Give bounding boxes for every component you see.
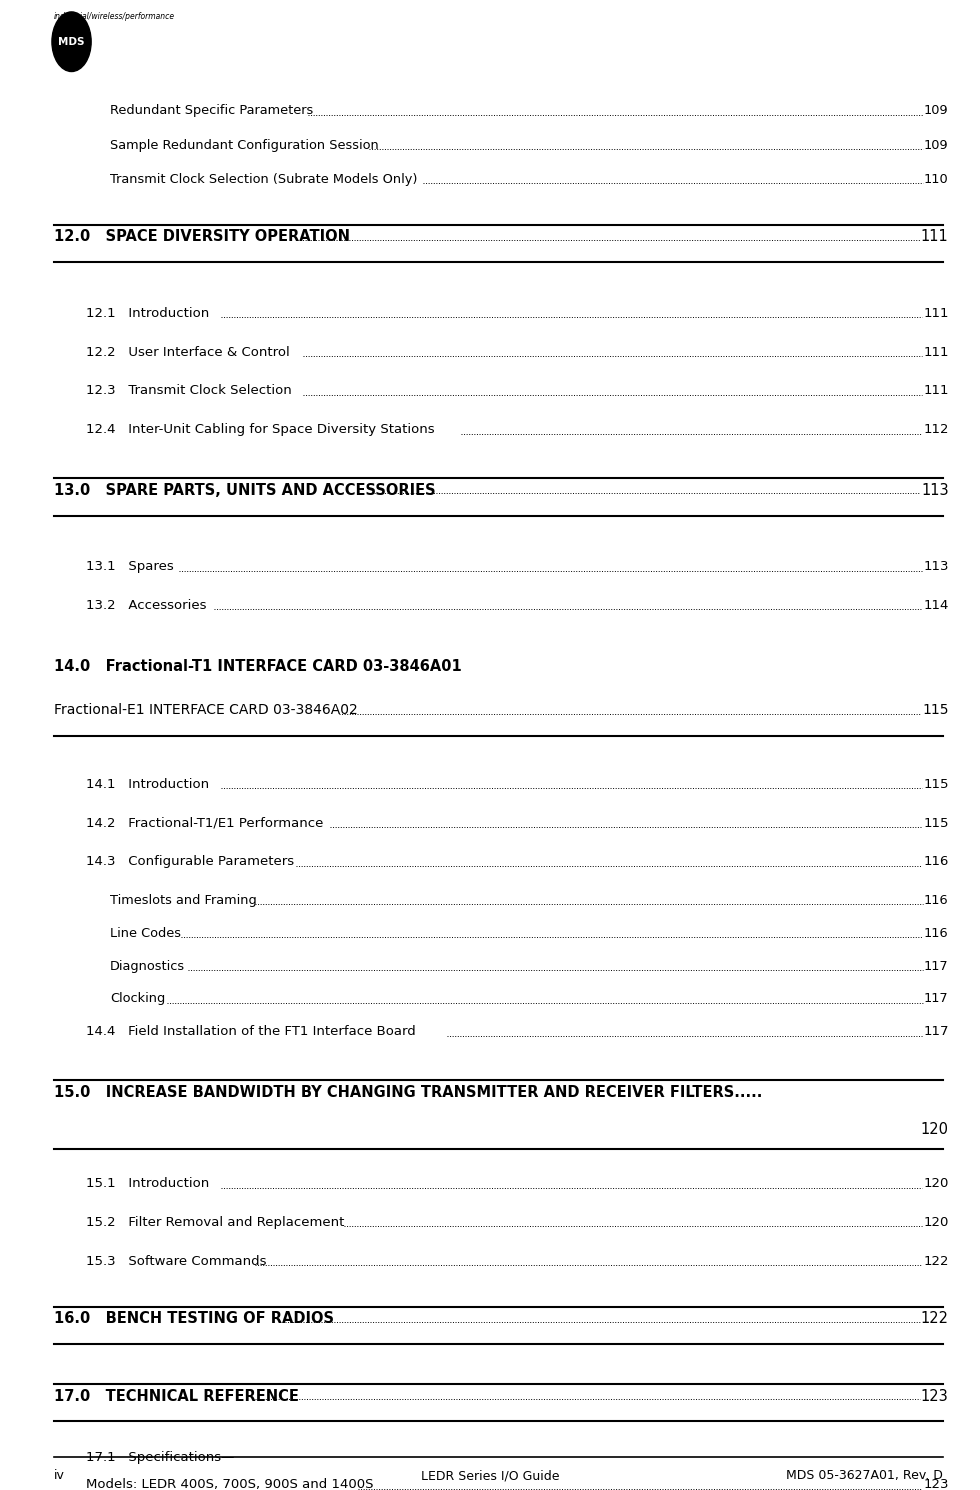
- Text: 14.4   Field Installation of the FT1 Interface Board: 14.4 Field Installation of the FT1 Inter…: [86, 1025, 416, 1039]
- Text: 117: 117: [924, 992, 949, 1006]
- Text: Redundant Specific Parameters: Redundant Specific Parameters: [110, 104, 313, 118]
- Text: LEDR Series I/O Guide: LEDR Series I/O Guide: [420, 1469, 560, 1483]
- Text: 13.1   Spares: 13.1 Spares: [86, 560, 174, 574]
- Text: 110: 110: [924, 173, 949, 186]
- Text: 113: 113: [923, 560, 949, 574]
- Text: 15.1   Introduction: 15.1 Introduction: [86, 1177, 210, 1191]
- Text: 12.4   Inter-Unit Cabling for Space Diversity Stations: 12.4 Inter-Unit Cabling for Space Divers…: [86, 423, 435, 437]
- Text: industrial/wireless/performance: industrial/wireless/performance: [54, 12, 175, 21]
- Text: 120: 120: [920, 1122, 949, 1137]
- Text: 16.0   BENCH TESTING OF RADIOS: 16.0 BENCH TESTING OF RADIOS: [54, 1311, 334, 1326]
- Text: 15.3   Software Commands: 15.3 Software Commands: [86, 1255, 267, 1268]
- Circle shape: [52, 12, 91, 72]
- Text: 12.1   Introduction: 12.1 Introduction: [86, 307, 210, 320]
- Text: 12.0   SPACE DIVERSITY OPERATION: 12.0 SPACE DIVERSITY OPERATION: [54, 229, 350, 244]
- Text: 14.3   Configurable Parameters: 14.3 Configurable Parameters: [86, 855, 294, 869]
- Text: 109: 109: [924, 139, 949, 152]
- Text: 113: 113: [921, 483, 949, 498]
- Text: 117: 117: [924, 960, 949, 973]
- Text: 111: 111: [923, 307, 949, 320]
- Text: 116: 116: [924, 927, 949, 940]
- Text: 117: 117: [923, 1025, 949, 1039]
- Text: 122: 122: [923, 1255, 949, 1268]
- Text: 109: 109: [924, 104, 949, 118]
- Text: 111: 111: [921, 229, 949, 244]
- Text: 122: 122: [920, 1311, 949, 1326]
- Text: Transmit Clock Selection (Subrate Models Only): Transmit Clock Selection (Subrate Models…: [110, 173, 417, 186]
- Text: Diagnostics: Diagnostics: [110, 960, 185, 973]
- Text: 17.0   TECHNICAL REFERENCE: 17.0 TECHNICAL REFERENCE: [54, 1389, 299, 1404]
- Text: 112: 112: [923, 423, 949, 437]
- Text: MDS: MDS: [58, 37, 85, 46]
- Text: Sample Redundant Configuration Session: Sample Redundant Configuration Session: [110, 139, 378, 152]
- Text: 13.2   Accessories: 13.2 Accessories: [86, 599, 207, 612]
- Text: 115: 115: [922, 703, 949, 717]
- Text: 120: 120: [923, 1177, 949, 1191]
- Text: 14.2   Fractional-T1/E1 Performance: 14.2 Fractional-T1/E1 Performance: [86, 817, 323, 830]
- Text: 123: 123: [923, 1478, 949, 1490]
- Text: 116: 116: [923, 855, 949, 869]
- Text: 17.1   Specifications—: 17.1 Specifications—: [86, 1451, 234, 1465]
- Text: 12.2   User Interface & Control: 12.2 User Interface & Control: [86, 346, 290, 359]
- Text: 12.3   Transmit Clock Selection: 12.3 Transmit Clock Selection: [86, 384, 292, 398]
- Text: 115: 115: [923, 778, 949, 791]
- Text: 15.2   Filter Removal and Replacement: 15.2 Filter Removal and Replacement: [86, 1216, 345, 1229]
- Text: 123: 123: [921, 1389, 949, 1404]
- Text: 114: 114: [923, 599, 949, 612]
- Text: 120: 120: [923, 1216, 949, 1229]
- Text: 15.0   INCREASE BANDWIDTH BY CHANGING TRANSMITTER AND RECEIVER FILTERS.....: 15.0 INCREASE BANDWIDTH BY CHANGING TRAN…: [54, 1085, 762, 1100]
- Text: 13.0   SPARE PARTS, UNITS AND ACCESSORIES: 13.0 SPARE PARTS, UNITS AND ACCESSORIES: [54, 483, 435, 498]
- Text: Line Codes: Line Codes: [110, 927, 180, 940]
- Text: 111: 111: [923, 384, 949, 398]
- Text: 116: 116: [924, 894, 949, 907]
- Text: 14.0   Fractional-T1 INTERFACE CARD 03-3846A01: 14.0 Fractional-T1 INTERFACE CARD 03-384…: [54, 659, 462, 673]
- Text: 111: 111: [923, 346, 949, 359]
- Text: 115: 115: [923, 817, 949, 830]
- Text: MDS 05-3627A01, Rev. D: MDS 05-3627A01, Rev. D: [786, 1469, 943, 1483]
- Text: iv: iv: [54, 1469, 65, 1483]
- Text: 14.1   Introduction: 14.1 Introduction: [86, 778, 210, 791]
- Text: Timeslots and Framing: Timeslots and Framing: [110, 894, 257, 907]
- Text: Models: LEDR 400S, 700S, 900S and 1400S: Models: LEDR 400S, 700S, 900S and 1400S: [86, 1478, 373, 1490]
- Text: Clocking: Clocking: [110, 992, 165, 1006]
- Text: Fractional-E1 INTERFACE CARD 03-3846A02: Fractional-E1 INTERFACE CARD 03-3846A02: [54, 703, 358, 717]
